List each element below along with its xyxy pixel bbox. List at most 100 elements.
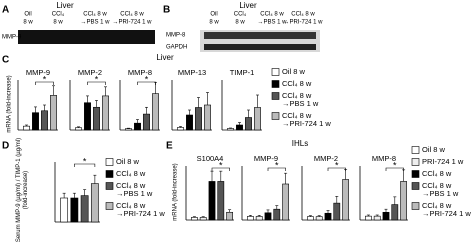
- bar: [247, 216, 254, 221]
- bar: [227, 128, 234, 131]
- bar: [307, 216, 314, 221]
- lane-label: CCl₄ 8 w: [291, 12, 315, 18]
- legend-swatch: [271, 92, 280, 100]
- plot-title: MMP-8: [372, 154, 396, 163]
- plot-title: MMP-2: [78, 68, 102, 77]
- legend-swatch: [105, 182, 114, 190]
- lane-label: CCl₄ 8 w: [83, 12, 107, 18]
- bar: [282, 183, 289, 221]
- lane-label: Oil: [210, 12, 217, 18]
- bar: [382, 211, 390, 221]
- bar: [342, 179, 349, 221]
- row-label: MMP-9: [2, 35, 22, 41]
- bar: [255, 216, 263, 221]
- plot-title: MMP-9: [254, 154, 278, 163]
- lane-label: CCl₄: [52, 12, 65, 18]
- bar: [391, 204, 399, 221]
- lane-label: →PRI-724 1 w: [283, 20, 323, 26]
- panel-title: Liver: [156, 53, 174, 62]
- lane-label: →PBS 1 w: [80, 20, 110, 26]
- bar: [226, 211, 233, 221]
- bar: [102, 95, 109, 131]
- bar: [90, 183, 99, 223]
- legend-label: Oil 8 w: [282, 67, 306, 76]
- bar: [186, 114, 193, 131]
- significance-bracket: [35, 81, 54, 85]
- row-label: GAPDH: [166, 45, 187, 51]
- bar: [365, 215, 372, 221]
- legend-label: CCl₄ 8 w: [116, 201, 146, 210]
- significance-marker: *: [219, 160, 223, 170]
- legend-swatch: [411, 146, 420, 154]
- significance-bracket: [327, 167, 346, 171]
- y-axis-label: mRNA (fold-increase): [7, 75, 13, 132]
- legend-label: →PRI-724 1 w: [282, 119, 331, 128]
- lane-label: →PRI-724 1 w: [112, 20, 152, 26]
- bar: [254, 107, 261, 131]
- bar: [273, 208, 281, 221]
- bar: [315, 216, 323, 221]
- panel-label: B: [163, 5, 170, 16]
- significance-bracket: [267, 167, 286, 171]
- significance-marker: *: [145, 74, 149, 84]
- legend-swatch: [271, 112, 280, 120]
- bar: [204, 104, 211, 131]
- legend-swatch: [411, 182, 420, 190]
- legend-label: PRI-724 1 w: [422, 157, 464, 166]
- legend-swatch: [271, 80, 280, 88]
- panel-title: IHLs: [292, 139, 308, 148]
- legend-label: CCl₄ 8 w: [422, 169, 452, 178]
- lane-label: 8 w: [53, 20, 63, 26]
- bar: [217, 181, 225, 221]
- bar: [70, 197, 79, 223]
- significance-marker: *: [335, 160, 339, 170]
- lane-label: CCl₄ 8 w: [120, 12, 144, 18]
- plot-title: S100A4: [197, 154, 224, 163]
- lane-label: Oil: [24, 12, 31, 18]
- bar: [324, 212, 332, 221]
- bar: [32, 112, 39, 131]
- bar: [195, 107, 202, 131]
- plot-title: TIMP-1: [230, 68, 255, 77]
- legend-label: →PRI-724 1 w: [116, 209, 165, 218]
- legend-label: Oil 8 w: [116, 157, 140, 166]
- lane-label: 8 w: [209, 20, 219, 26]
- bar: [41, 110, 48, 131]
- significance-marker: *: [95, 74, 99, 84]
- legend-label: →PBS 1 w: [422, 189, 459, 198]
- legend-label: CCl₄ 8 w: [282, 79, 312, 88]
- legend-label: CCl₄ 8 w: [116, 169, 146, 178]
- legend-swatch: [105, 158, 114, 166]
- legend-label: CCl₄ 8 w: [422, 181, 452, 190]
- legend-label: CCl₄ 8 w: [116, 181, 146, 190]
- bar: [264, 212, 272, 221]
- bar: [75, 127, 82, 131]
- significance-marker: *: [275, 160, 279, 170]
- legend-label: →PRI-724 1 w: [422, 209, 471, 218]
- significance-bracket: [87, 81, 106, 85]
- blot-image-a: [18, 30, 155, 44]
- bar: [23, 125, 30, 131]
- legend-label: →PBS 1 w: [116, 189, 153, 198]
- legend-swatch: [271, 68, 280, 76]
- plot-title: MMP-13: [178, 68, 206, 77]
- panel-label: E: [166, 141, 173, 152]
- blot-title: Liver: [239, 1, 257, 10]
- bar: [199, 217, 207, 221]
- legend-swatch: [411, 202, 420, 210]
- legend-swatch: [105, 202, 114, 210]
- legend-label: CCl₄ 8 w: [282, 91, 312, 100]
- legend-swatch: [105, 170, 114, 178]
- bar: [80, 195, 89, 223]
- blot-title: Liver: [56, 1, 74, 10]
- significance-marker: *: [393, 160, 397, 170]
- legend-swatch: [411, 158, 420, 166]
- bar: [333, 202, 341, 221]
- significance-bracket: [74, 163, 96, 167]
- bar: [208, 181, 216, 221]
- lane-label: 8 w: [23, 20, 33, 26]
- legend-label: CCl₄ 8 w: [282, 111, 312, 120]
- plot-title: MMP-9: [26, 68, 50, 77]
- significance-bracket: [385, 167, 404, 171]
